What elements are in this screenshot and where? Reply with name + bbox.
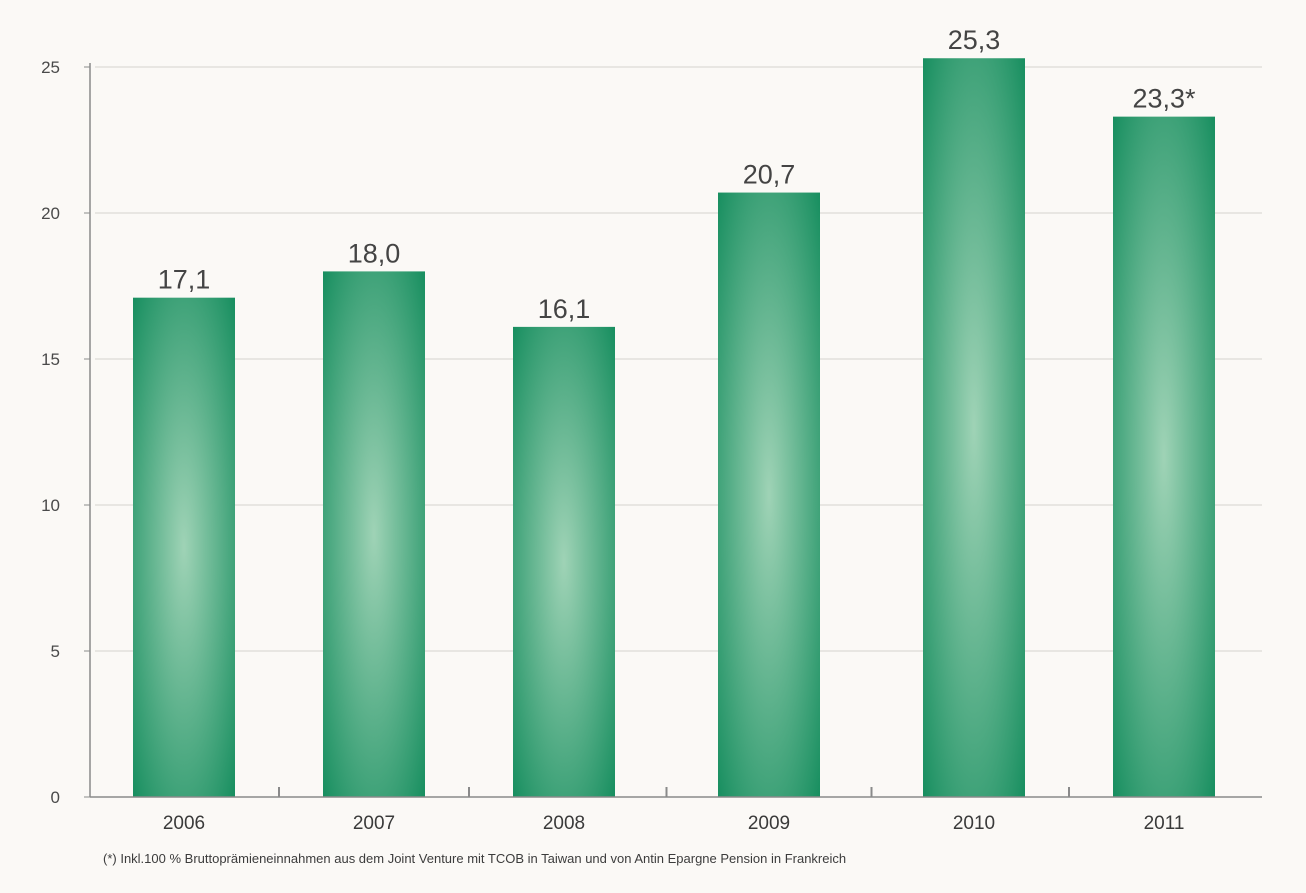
bar-2008 bbox=[513, 326, 615, 797]
footnote: (*) Inkl.100 % Bruttoprämieneinnahmen au… bbox=[103, 851, 847, 866]
bar-2006 bbox=[133, 297, 235, 797]
y-tick-label: 25 bbox=[41, 58, 60, 77]
data-label-2007: 18,0 bbox=[348, 238, 401, 268]
y-tick-label: 15 bbox=[41, 350, 60, 369]
y-axis-ticks: 0 5 10 15 20 25 bbox=[41, 58, 90, 807]
data-label-2011: 23,3* bbox=[1132, 84, 1196, 114]
data-label-2008: 16,1 bbox=[538, 294, 591, 324]
y-tick-label: 10 bbox=[41, 496, 60, 515]
bar-2007 bbox=[323, 271, 425, 797]
data-label-2010: 25,3 bbox=[948, 25, 1001, 55]
data-label-2006: 17,1 bbox=[158, 265, 211, 295]
bar-2010 bbox=[923, 58, 1025, 798]
x-tick-label-2008: 2008 bbox=[543, 813, 585, 834]
data-label-2009: 20,7 bbox=[743, 160, 796, 190]
data-labels: 17,1 18,0 16,1 20,7 25,3 23,3* bbox=[158, 25, 1196, 324]
bar-2009 bbox=[718, 192, 820, 797]
x-tick-label-2009: 2009 bbox=[748, 813, 790, 834]
x-tick-label-2007: 2007 bbox=[353, 813, 395, 834]
x-axis-ticks: 2006 2007 2008 2009 2010 2011 bbox=[163, 787, 1185, 834]
x-tick-label-2010: 2010 bbox=[953, 813, 995, 834]
gridlines bbox=[95, 66, 1262, 652]
bar-2011 bbox=[1113, 116, 1215, 797]
y-tick-label: 20 bbox=[41, 204, 60, 223]
bars bbox=[133, 58, 1215, 798]
axes bbox=[89, 63, 1262, 798]
x-tick-label-2006: 2006 bbox=[163, 813, 205, 834]
y-tick-label: 0 bbox=[51, 788, 60, 807]
y-tick-label: 5 bbox=[51, 642, 60, 661]
x-tick-label-2011: 2011 bbox=[1144, 813, 1185, 834]
